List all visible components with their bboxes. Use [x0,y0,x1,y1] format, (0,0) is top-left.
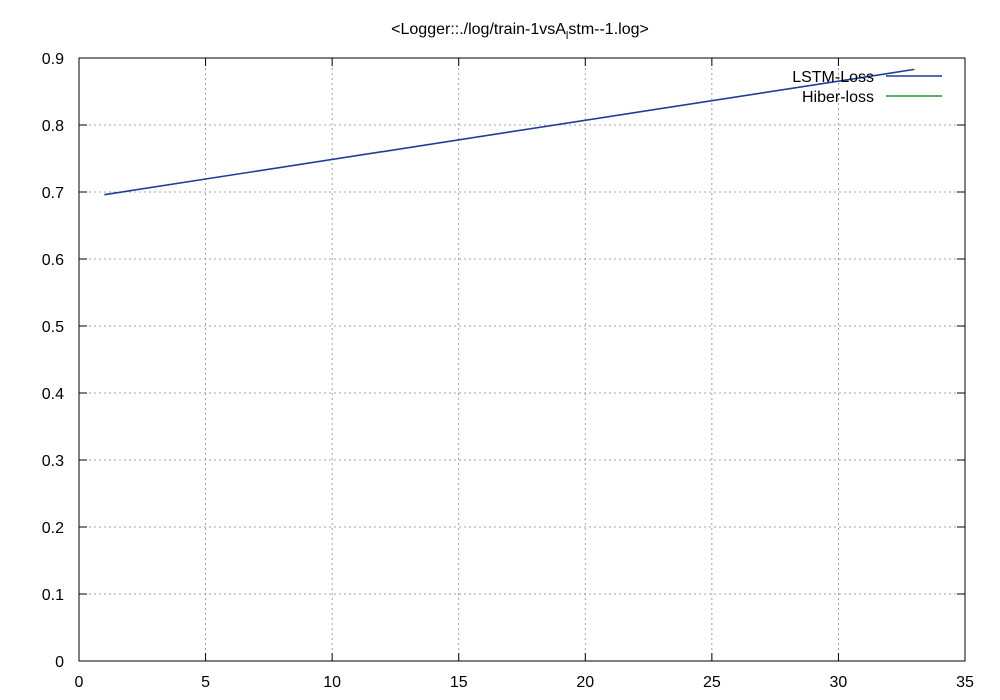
x-tick-label: 15 [450,674,468,691]
legend-label: Hiber-loss [802,89,874,106]
y-tick-label: 0.1 [42,587,64,604]
y-tick-label: 0.5 [42,319,64,336]
y-tick-label: 0.8 [42,118,64,135]
ticks: 0 5 10 15 20 25 30 35 0 0.1 0.2 0.3 0.4 0.5 0.6 0.7 0.8 0… [42,51,974,691]
grid [79,58,965,661]
series-layer [104,68,915,196]
y-tick-label: 0.7 [42,185,64,202]
legend: LSTM-Loss Hiber-loss [792,69,942,106]
chart-title-part-1: <Logger::./log/train-1vsA [391,21,566,38]
plot-frame [78,57,966,662]
legend-label: LSTM-Loss [792,69,874,86]
y-tick-label: 0.2 [42,520,64,537]
series-line-lstm-loss [104,68,915,196]
y-tick-label: 0.9 [42,51,64,68]
x-tick-label: 35 [956,674,974,691]
y-tick-label: 0.3 [42,453,64,470]
x-tick-label: 5 [201,674,210,691]
y-tick-label: 0.4 [42,386,64,403]
x-tick-label: 30 [830,674,848,691]
y-tick-label: 0.6 [42,252,64,269]
chart-title-part-3: stm--1.log> [568,21,648,38]
x-tick-label: 10 [323,674,341,691]
x-tick-label: 25 [703,674,721,691]
chart-title: <Logger::./log/train-1vsAlstm--1.log> [391,21,649,42]
x-tick-label: 20 [576,674,594,691]
chart-title-subscript: l [566,30,568,42]
x-tick-label: 0 [75,674,84,691]
y-tick-label: 0 [55,654,64,671]
